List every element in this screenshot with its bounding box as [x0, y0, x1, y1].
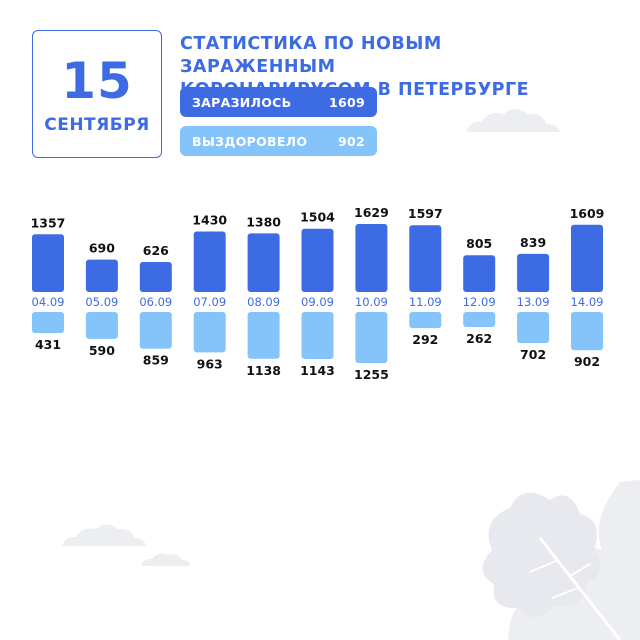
infected-value-label: 805 [466, 236, 492, 251]
recovered-value-label: 431 [35, 337, 61, 352]
infected-bar [463, 255, 496, 292]
infected-bar [355, 224, 388, 292]
cloud-icon [141, 553, 190, 566]
recovered-value: 902 [338, 133, 365, 149]
infected-bar [32, 234, 64, 292]
recovered-value-label: 702 [520, 347, 546, 362]
date-badge: 15 СЕНТЯБРЯ [32, 30, 162, 158]
recovered-bar [301, 312, 334, 359]
recovered-summary: ВЫЗДОРОВЕЛО 902 [180, 126, 377, 156]
date-tick-label: 11.09 [409, 295, 442, 309]
cloud-icon [62, 524, 146, 546]
recovered-bar [247, 312, 280, 359]
recovered-bar [571, 312, 603, 351]
recovered-label: ВЫЗДОРОВЕЛО [192, 133, 308, 149]
date-tick-label: 07.09 [193, 295, 226, 309]
infected-value-label: 1629 [354, 205, 389, 220]
recovered-value-label: 1138 [246, 363, 281, 378]
recovered-value-label: 590 [89, 343, 115, 358]
leaf-icon [482, 480, 640, 640]
infected-value-label: 1380 [246, 214, 281, 229]
infected-bar [139, 262, 172, 292]
infected-bar [409, 225, 442, 292]
recovered-bar [32, 312, 64, 334]
infected-bar [85, 259, 118, 292]
date-month: СЕНТЯБРЯ [44, 115, 150, 135]
date-tick-label: 10.09 [355, 295, 388, 309]
date-tick-label: 14.09 [571, 295, 604, 309]
infected-value-label: 1609 [570, 206, 605, 221]
recovered-value-label: 963 [197, 356, 223, 371]
recovered-bar [139, 312, 172, 349]
date-tick-label: 09.09 [301, 295, 334, 309]
date-tick-label: 13.09 [517, 295, 550, 309]
infected-bar [301, 228, 334, 292]
date-tick-label: 06.09 [139, 295, 172, 309]
infected-bar [571, 224, 603, 292]
recovered-bar [193, 312, 226, 353]
recovered-bar [409, 312, 442, 329]
recovered-value-label: 292 [412, 332, 438, 347]
infected-value-label: 1430 [192, 213, 227, 228]
date-tick-label: 08.09 [247, 295, 280, 309]
infected-bar [193, 231, 226, 292]
recovered-value-label: 859 [143, 353, 169, 368]
infected-value-label: 1504 [300, 210, 335, 225]
infected-value-label: 839 [520, 235, 546, 250]
infected-bar [517, 253, 550, 292]
recovered-bar [355, 312, 388, 363]
date-day: 15 [61, 52, 133, 110]
date-tick-label: 04.09 [32, 295, 65, 309]
recovered-value-label: 262 [466, 331, 492, 346]
title-line-1: СТАТИСТИКА ПО НОВЫМ ЗАРАЖЕННЫМ [180, 34, 442, 77]
infected-value: 1609 [329, 94, 365, 110]
infected-value-label: 1357 [31, 215, 66, 230]
infected-summary: ЗАРАЗИЛОСЬ 1609 [180, 87, 377, 117]
date-tick-label: 05.09 [85, 295, 118, 309]
infected-value-label: 1597 [408, 206, 443, 221]
recovered-value-label: 902 [574, 354, 600, 369]
infected-value-label: 690 [89, 241, 115, 256]
recovered-bar [463, 312, 496, 327]
infected-bar [247, 233, 280, 292]
recovered-bar [517, 312, 550, 343]
recovered-value-label: 1143 [300, 363, 335, 378]
date-tick-label: 12.09 [463, 295, 496, 309]
cloud-icon [466, 109, 560, 132]
recovered-bar [85, 312, 118, 339]
infected-label: ЗАРАЗИЛОСЬ [192, 94, 292, 110]
infected-value-label: 626 [143, 243, 169, 258]
recovered-value-label: 1255 [354, 367, 389, 382]
